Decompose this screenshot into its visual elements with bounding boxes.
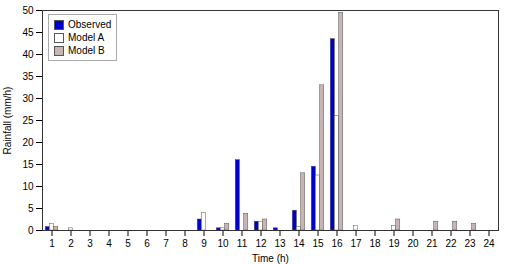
svg-text:22: 22 bbox=[445, 238, 457, 249]
svg-text:35: 35 bbox=[22, 71, 34, 82]
html-text:Observed: Observed bbox=[68, 19, 112, 30]
svg-text:18: 18 bbox=[369, 238, 381, 249]
svg-text:10: 10 bbox=[217, 238, 229, 249]
svg-text:7: 7 bbox=[163, 238, 169, 249]
svg-text:10: 10 bbox=[22, 181, 34, 192]
svg-text:8: 8 bbox=[182, 238, 188, 249]
svg-text:15: 15 bbox=[312, 238, 324, 249]
svg-text:20: 20 bbox=[22, 137, 34, 148]
svg-text:16: 16 bbox=[331, 238, 343, 249]
html-text:Model B: Model B bbox=[68, 45, 105, 56]
svg-text:20: 20 bbox=[407, 238, 419, 249]
svg-text:15: 15 bbox=[22, 159, 34, 170]
svg-text:5: 5 bbox=[125, 238, 131, 249]
svg-text:45: 45 bbox=[22, 27, 34, 38]
svg-text:6: 6 bbox=[144, 238, 150, 249]
svg-text:1: 1 bbox=[49, 238, 55, 249]
svg-text:21: 21 bbox=[426, 238, 438, 249]
svg-text:3: 3 bbox=[87, 238, 93, 249]
svg-text:23: 23 bbox=[464, 238, 476, 249]
svg-text:12: 12 bbox=[255, 238, 267, 249]
svg-text:19: 19 bbox=[388, 238, 400, 249]
html-text:Model A: Model A bbox=[68, 32, 105, 43]
svg-text:14: 14 bbox=[293, 238, 305, 249]
svg-text:0: 0 bbox=[28, 225, 34, 236]
svg-text:9: 9 bbox=[201, 238, 207, 249]
svg-text:13: 13 bbox=[274, 238, 286, 249]
svg-text:50: 50 bbox=[22, 5, 34, 16]
svg-text:17: 17 bbox=[350, 238, 362, 249]
svg-text:40: 40 bbox=[22, 49, 34, 60]
svg-text:25: 25 bbox=[22, 115, 34, 126]
svg-text:4: 4 bbox=[106, 238, 112, 249]
svg-text:24: 24 bbox=[483, 238, 495, 249]
svg-text:11: 11 bbox=[237, 238, 248, 249]
svg-text:Time (h): Time (h) bbox=[252, 253, 289, 264]
svg-text:5: 5 bbox=[28, 203, 34, 214]
svg-text:Rainfall (mm/h): Rainfall (mm/h) bbox=[2, 87, 13, 155]
svg-text:2: 2 bbox=[68, 238, 74, 249]
svg-text:30: 30 bbox=[22, 93, 34, 104]
